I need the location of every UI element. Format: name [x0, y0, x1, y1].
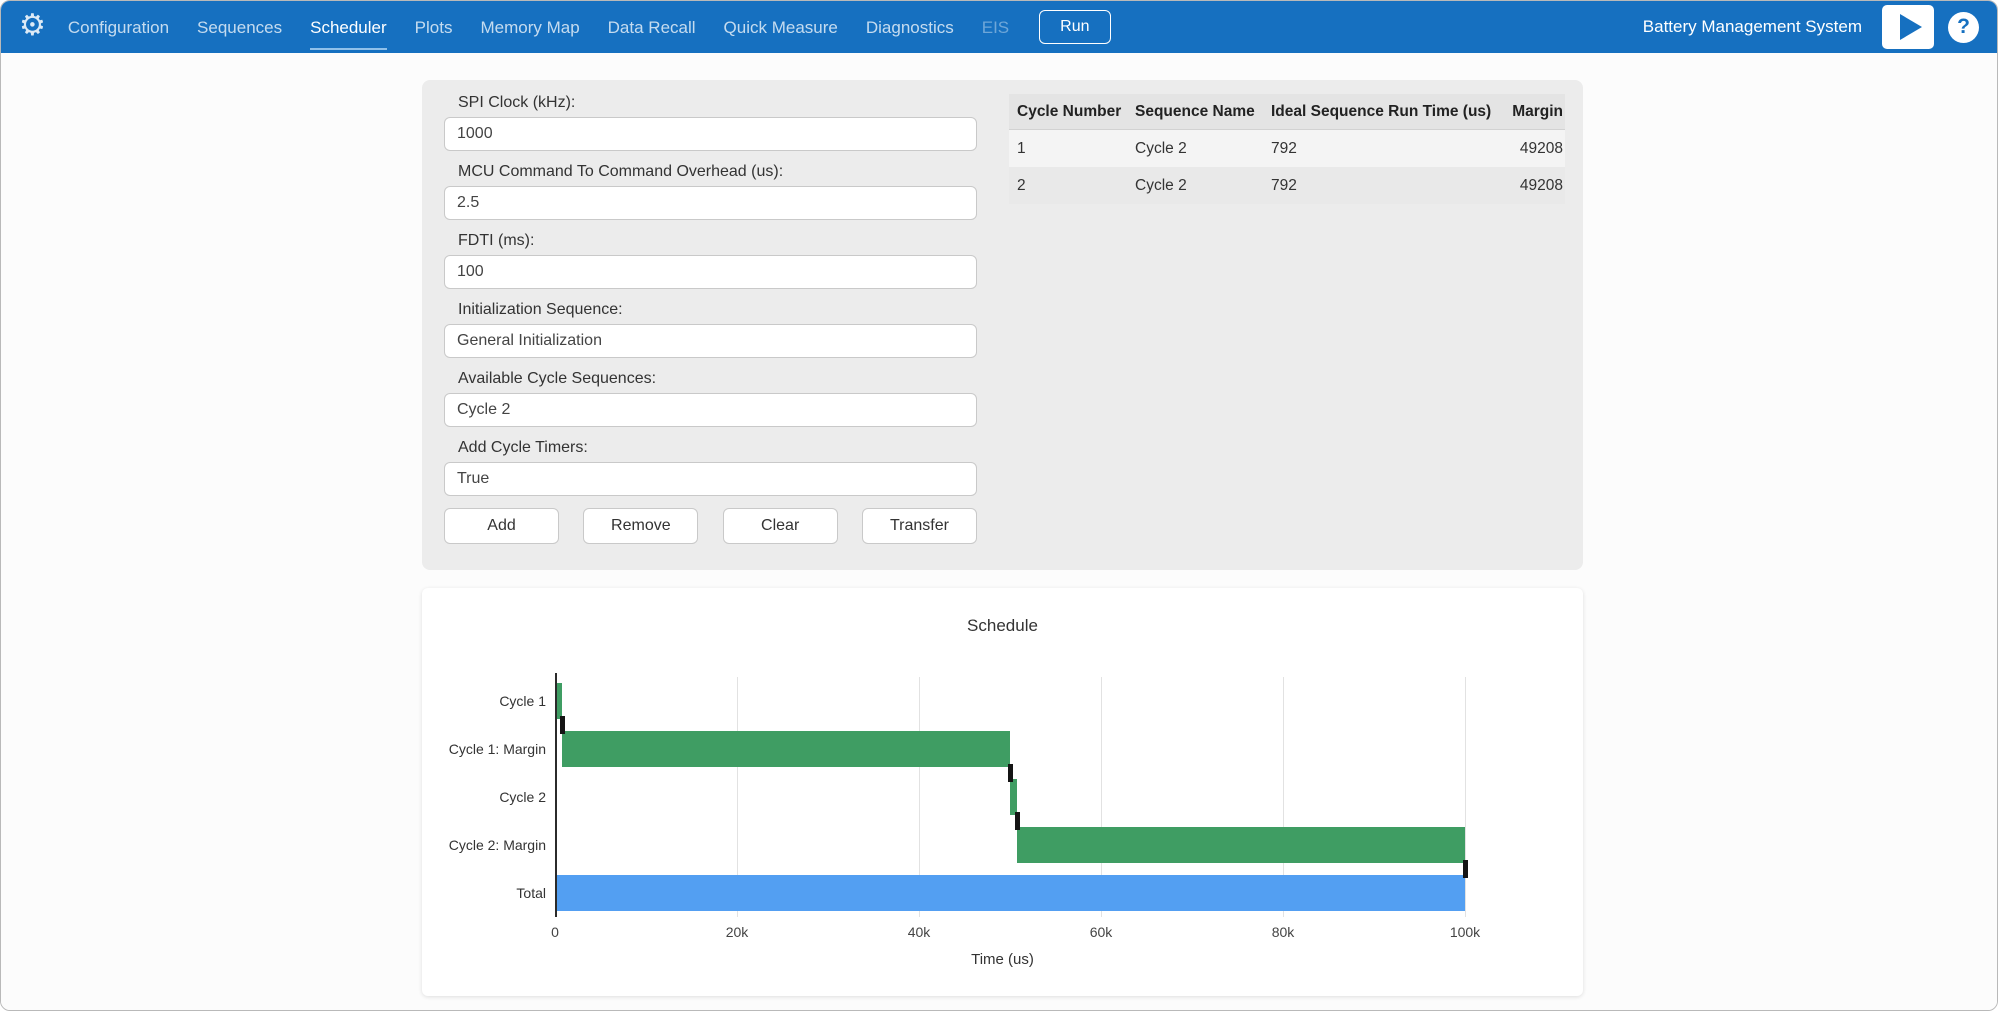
form-buttons: Add Remove Clear Transfer — [444, 508, 977, 544]
column-header-sequence-name: Sequence Name — [1135, 102, 1255, 120]
field-label: Initialization Sequence: — [458, 301, 623, 318]
run-button[interactable]: Run — [1039, 10, 1111, 44]
mcu-overhead-input[interactable] — [444, 186, 977, 220]
field-init-sequence: Initialization Sequence: — [444, 301, 977, 358]
table-row[interactable]: 1 Cycle 2 792 49208 — [1009, 130, 1565, 167]
x-tick-label: 40k — [907, 924, 931, 940]
cycle-table: Cycle Number Sequence Name Ideal Sequenc… — [1009, 94, 1565, 204]
gridline — [919, 677, 920, 917]
chart-bar — [1010, 779, 1018, 815]
nav-item-configuration[interactable]: Configuration — [67, 18, 170, 37]
cell-margin: 49208 — [1519, 139, 1563, 157]
main-nav: Configuration Sequences Scheduler Plots … — [68, 4, 1009, 50]
y-axis-label: Cycle 1 — [499, 693, 546, 709]
top-navbar: ⚙ Configuration Sequences Scheduler Plot… — [1, 1, 1997, 53]
play-button[interactable] — [1882, 5, 1934, 49]
cell-sequence-name: Cycle 2 — [1135, 139, 1187, 157]
column-header-cycle-number: Cycle Number — [1017, 102, 1122, 120]
bar-connector — [1014, 812, 1020, 830]
gridline — [1465, 677, 1466, 917]
add-button[interactable]: Add — [444, 508, 559, 544]
field-mcu-overhead: MCU Command To Command Overhead (us): — [444, 163, 977, 220]
play-icon — [1899, 14, 1922, 40]
chart-bar — [555, 875, 1465, 911]
cycle-timers-input[interactable] — [444, 462, 977, 496]
column-header-margin: Margin — [1512, 102, 1563, 120]
field-label: Available Cycle Sequences: — [458, 370, 657, 387]
column-header-run-time: Ideal Sequence Run Time (us) — [1271, 102, 1492, 120]
chart-bar — [1017, 827, 1465, 863]
nav-item-quick-measure[interactable]: Quick Measure — [723, 18, 838, 37]
chart-title: Schedule — [967, 616, 1038, 635]
help-icon[interactable]: ? — [1948, 11, 1979, 43]
clear-button[interactable]: Clear — [722, 508, 838, 544]
cell-cycle-number: 2 — [1017, 176, 1026, 194]
content-area: SPI Clock (kHz): MCU Command To Command … — [1, 53, 1997, 1010]
field-spi-clock: SPI Clock (kHz): — [444, 94, 977, 151]
chart-bar — [555, 683, 563, 719]
cycle-sequences-input[interactable] — [444, 393, 977, 427]
cell-cycle-number: 1 — [1017, 139, 1026, 157]
gear-icon[interactable]: ⚙ — [19, 9, 46, 42]
y-axis-label: Cycle 1: Margin — [448, 741, 546, 757]
remove-button[interactable]: Remove — [583, 508, 699, 544]
spi-clock-input[interactable] — [444, 117, 977, 151]
table-header-row: Cycle Number Sequence Name Ideal Sequenc… — [1009, 94, 1565, 130]
nav-item-memory-map[interactable]: Memory Map — [480, 18, 580, 37]
nav-item-eis[interactable]: EIS — [981, 18, 1010, 37]
gridline — [1101, 677, 1102, 917]
cell-run-time: 792 — [1271, 139, 1297, 157]
field-label: FDTI (ms): — [458, 232, 535, 249]
fdti-input[interactable] — [444, 255, 977, 289]
nav-item-scheduler[interactable]: Scheduler — [310, 4, 387, 50]
chart-bar — [562, 731, 1010, 767]
y-axis-label: Total — [516, 885, 546, 901]
nav-item-sequences[interactable]: Sequences — [197, 18, 283, 37]
field-label: SPI Clock (kHz): — [458, 94, 576, 111]
bar-connector — [559, 716, 565, 734]
nav-item-diagnostics[interactable]: Diagnostics — [865, 18, 954, 37]
nav-item-plots[interactable]: Plots — [414, 18, 453, 37]
transfer-button[interactable]: Transfer — [861, 508, 977, 544]
schedule-chart-card: Schedule 0 20k 40k 60k 80k 100k Cycle 1 Cycle 1… — [422, 588, 1583, 996]
field-cycle-timers: Add Cycle Timers: — [444, 439, 977, 496]
bar-connector — [1462, 860, 1468, 878]
x-tick-label: 20k — [725, 924, 749, 940]
gridline — [737, 677, 738, 917]
field-fdti: FDTI (ms): — [444, 232, 977, 289]
field-cycle-sequences: Available Cycle Sequences: — [444, 370, 977, 427]
plot-area: 0 20k 40k 60k 80k 100k Cycle 1 Cycle 1: Margin C… — [449, 673, 1480, 940]
bar-connector — [1007, 764, 1013, 782]
y-axis-label: Cycle 2 — [499, 789, 546, 805]
x-axis-title: Time (us) — [971, 951, 1034, 968]
gridline — [1283, 677, 1284, 917]
x-tick-label: 0 — [551, 924, 559, 940]
cell-run-time: 792 — [1271, 176, 1297, 194]
nav-item-data-recall[interactable]: Data Recall — [607, 18, 696, 37]
x-tick-label: 100k — [1449, 924, 1481, 940]
y-axis-label: Cycle 2: Margin — [448, 837, 546, 853]
cell-sequence-name: Cycle 2 — [1135, 176, 1187, 194]
x-tick-label: 60k — [1089, 924, 1113, 940]
settings-form: SPI Clock (kHz): MCU Command To Command … — [444, 94, 977, 544]
scheduler-settings-panel: SPI Clock (kHz): MCU Command To Command … — [422, 80, 1583, 570]
brand-title: Battery Management System — [1642, 17, 1862, 36]
cell-margin: 49208 — [1519, 176, 1563, 194]
field-label: Add Cycle Timers: — [458, 439, 588, 456]
init-sequence-input[interactable] — [444, 324, 977, 358]
table-row[interactable]: 2 Cycle 2 792 49208 — [1009, 167, 1565, 204]
field-label: MCU Command To Command Overhead (us): — [458, 163, 784, 180]
x-tick-label: 80k — [1271, 924, 1295, 940]
